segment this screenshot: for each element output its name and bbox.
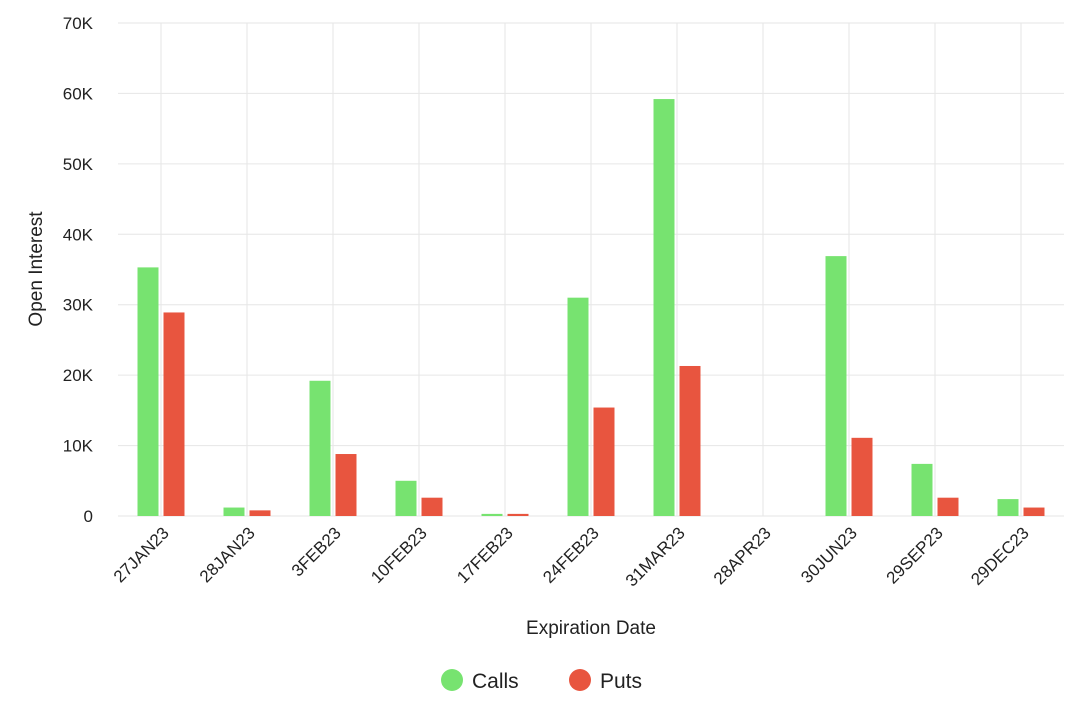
x-tick-label: 17FEB23 (453, 523, 517, 587)
legend-marker (569, 669, 591, 691)
bar-calls-30jun23[interactable] (825, 256, 847, 516)
x-tick-label: 31MAR23 (622, 523, 689, 590)
bar-puts-24feb23[interactable] (593, 407, 615, 516)
y-tick-label: 60K (63, 84, 94, 103)
x-tick-label: 27JAN23 (110, 523, 173, 586)
y-tick-label: 70K (63, 14, 94, 33)
x-axis-title: Expiration Date (526, 618, 656, 639)
bar-puts-30jun23[interactable] (851, 437, 873, 516)
y-tick-label: 50K (63, 155, 94, 174)
bar-calls-28jan23[interactable] (223, 507, 245, 516)
legend-label: Calls (472, 670, 519, 693)
bar-puts-29dec23[interactable] (1023, 507, 1045, 516)
bar-puts-27jan23[interactable] (163, 312, 185, 516)
x-tick-label: 10FEB23 (367, 523, 431, 587)
y-tick-label: 40K (63, 225, 94, 244)
bar-calls-27jan23[interactable] (137, 267, 159, 516)
bar-calls-3feb23[interactable] (309, 380, 331, 516)
x-axis-ticks: 27JAN23 28JAN23 3FEB23 10FEB23 17FEB23 24FEB2… (110, 523, 1033, 590)
y-axis-title: Open Interest (26, 211, 47, 327)
bar-calls-31mar23[interactable] (653, 99, 675, 516)
bar-puts-29sep23[interactable] (937, 497, 959, 516)
bar-puts-10feb23[interactable] (421, 497, 443, 516)
bars (137, 99, 1045, 516)
x-tick-label: 30JUN23 (797, 523, 861, 587)
legend: Calls Puts (441, 669, 642, 693)
bar-puts-17feb23[interactable] (507, 513, 529, 516)
y-tick-label: 20K (63, 366, 94, 385)
bar-calls-29dec23[interactable] (997, 499, 1019, 516)
bar-calls-10feb23[interactable] (395, 480, 417, 516)
bar-puts-28jan23[interactable] (249, 510, 271, 516)
bar-calls-17feb23[interactable] (481, 513, 503, 516)
bar-puts-31mar23[interactable] (679, 365, 701, 516)
y-tick-label: 10K (63, 437, 94, 456)
gridlines (118, 22, 1064, 517)
x-tick-label: 3FEB23 (288, 523, 345, 580)
x-tick-label: 28APR23 (710, 523, 775, 588)
x-tick-label: 29SEP23 (883, 523, 947, 587)
bar-calls-24feb23[interactable] (567, 297, 589, 516)
x-tick-label: 29DEC23 (967, 523, 1033, 589)
legend-label: Puts (600, 670, 642, 693)
legend-item-puts[interactable]: Puts (569, 669, 642, 693)
y-axis-ticks: 0 10K 20K 30K 40K 50K 60K 70K (63, 14, 94, 526)
legend-item-calls[interactable]: Calls (441, 669, 519, 693)
x-tick-label: 24FEB23 (539, 523, 603, 587)
legend-marker (441, 669, 463, 691)
x-tick-label: 28JAN23 (196, 523, 259, 586)
y-tick-label: 0 (84, 507, 93, 526)
bar-puts-3feb23[interactable] (335, 454, 357, 516)
bar-calls-29sep23[interactable] (911, 463, 933, 516)
y-tick-label: 30K (63, 296, 94, 315)
